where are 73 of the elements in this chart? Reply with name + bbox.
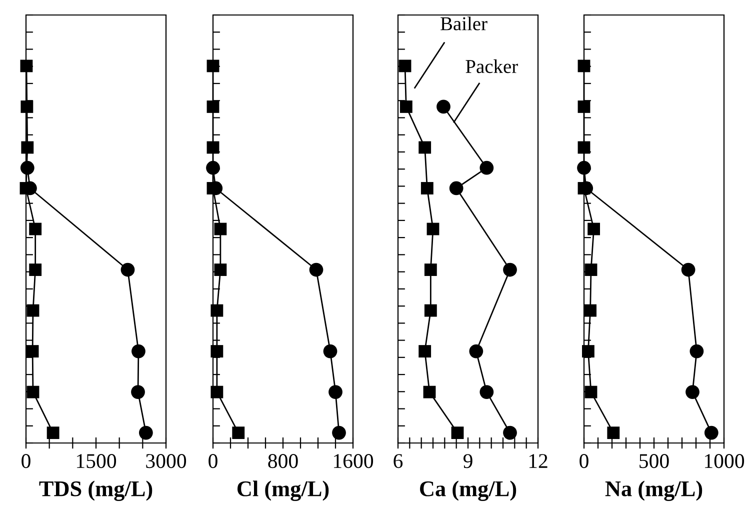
point: [26, 386, 40, 398]
point: [469, 344, 484, 358]
x-tick-label: 6: [394, 454, 403, 468]
point: [20, 160, 34, 175]
point: [480, 385, 494, 399]
point: [328, 385, 342, 399]
point: [418, 141, 432, 154]
point: [26, 304, 40, 317]
x-tick-label: 800: [268, 454, 298, 468]
point: [704, 426, 718, 440]
point: [690, 344, 704, 358]
point: [214, 222, 227, 236]
point: [584, 264, 598, 276]
point: [588, 222, 600, 236]
point: [210, 304, 224, 317]
point: [332, 426, 346, 440]
x-tick-label: 9: [463, 454, 472, 468]
point: [206, 141, 220, 154]
x-axis-title: Ca (mg/L): [420, 480, 516, 501]
point: [29, 222, 42, 236]
point: [206, 160, 220, 175]
point: [578, 141, 590, 154]
point: [420, 182, 434, 194]
point: [131, 385, 145, 399]
point: [20, 100, 34, 113]
point: [138, 426, 153, 440]
point: [424, 264, 437, 276]
point: [323, 344, 338, 358]
point: [210, 345, 224, 358]
point: [232, 426, 245, 440]
x-tick-label: 1000: [705, 454, 744, 468]
x-tick-label: 0: [580, 454, 588, 468]
point: [686, 385, 700, 399]
point: [132, 344, 146, 358]
point: [418, 345, 432, 358]
x-tick-label: 0: [22, 454, 30, 468]
point: [206, 100, 220, 113]
point: [210, 386, 224, 398]
point: [21, 141, 34, 154]
point: [26, 345, 39, 358]
x-tick-label: 12: [529, 454, 548, 468]
annotation: Bailer: [440, 16, 488, 30]
point: [577, 160, 591, 175]
x-axis-title: TDS (mg/L): [39, 480, 152, 501]
point: [214, 264, 227, 276]
point: [423, 386, 436, 398]
x-tick-label: 0: [208, 454, 218, 468]
x-axis-title: Cl (mg/L): [237, 480, 329, 501]
point: [46, 426, 60, 440]
annotation: Packer: [466, 59, 518, 74]
point: [480, 160, 494, 175]
point: [400, 100, 412, 113]
x-tick-label: 500: [640, 454, 669, 468]
point: [582, 345, 594, 358]
point: [436, 100, 450, 114]
point: [578, 100, 590, 113]
point: [309, 262, 324, 277]
x-tick-label: 1600: [334, 454, 374, 468]
point: [607, 426, 620, 440]
x-tick-label: 1500: [77, 454, 116, 468]
point: [424, 304, 437, 317]
point: [451, 426, 464, 440]
point: [584, 386, 598, 398]
point: [449, 181, 464, 196]
point: [584, 304, 597, 317]
point: [29, 264, 42, 276]
point: [120, 262, 135, 277]
point: [503, 262, 517, 277]
point: [503, 426, 517, 440]
point: [426, 222, 440, 236]
x-axis-title: Na (mg/L): [605, 480, 702, 501]
point: [681, 262, 696, 277]
x-tick-label: 3000: [146, 454, 186, 468]
